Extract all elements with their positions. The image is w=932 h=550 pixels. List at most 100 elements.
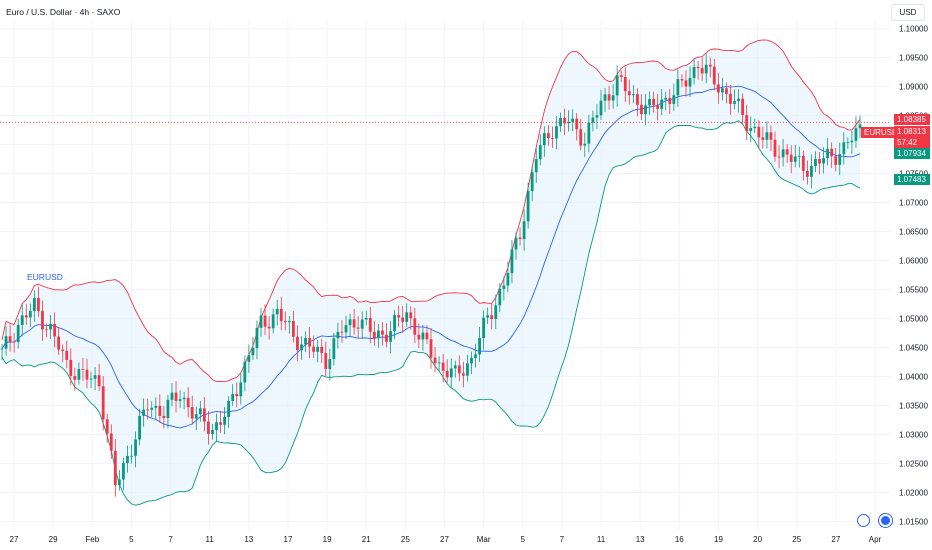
- candle: [61, 344, 65, 363]
- candle-body: [660, 99, 664, 109]
- candle-body: [376, 330, 380, 339]
- candle: [490, 303, 494, 330]
- candle: [93, 367, 97, 390]
- candle: [296, 325, 299, 362]
- candle: [219, 410, 222, 433]
- candle: [656, 93, 660, 121]
- candle: [45, 323, 48, 338]
- candle-body: [162, 415, 166, 419]
- candle-body: [514, 237, 518, 250]
- candle: [405, 303, 409, 327]
- candle-body: [441, 362, 445, 371]
- candle: [587, 114, 591, 153]
- candle: [834, 147, 838, 172]
- currency-button[interactable]: USD: [891, 4, 925, 21]
- candle: [761, 126, 765, 149]
- candle-body: [219, 422, 222, 425]
- candle: [842, 132, 846, 165]
- candle: [138, 408, 142, 446]
- candle-body: [190, 407, 194, 419]
- candle-body: [623, 76, 627, 92]
- candle: [652, 91, 655, 113]
- candle-body: [356, 327, 360, 329]
- candle-body: [563, 117, 566, 124]
- candle: [773, 131, 777, 162]
- candle-body: [765, 132, 769, 140]
- candle: [198, 401, 202, 422]
- candle: [243, 355, 247, 392]
- candle-body: [340, 331, 344, 333]
- candle: [279, 297, 283, 331]
- candle-body: [235, 393, 239, 397]
- candle-body: [518, 237, 522, 240]
- candle-body: [174, 392, 178, 401]
- candle: [190, 395, 194, 425]
- series-label: EURUSD: [27, 272, 63, 282]
- x-tick-label: 5: [129, 535, 134, 544]
- candle-body: [777, 156, 781, 158]
- candle: [648, 91, 651, 116]
- candle-body: [271, 314, 275, 329]
- candle-body: [105, 419, 109, 434]
- candle: [720, 77, 724, 101]
- candle-body: [150, 407, 154, 410]
- candle-body: [429, 339, 433, 358]
- candle: [611, 83, 615, 109]
- goto-realtime-icon[interactable]: [857, 514, 870, 527]
- candle: [850, 131, 854, 154]
- candle: [227, 396, 231, 428]
- candle-body: [45, 329, 48, 331]
- candle-body: [93, 375, 97, 379]
- candle-body: [417, 334, 421, 340]
- candle: [607, 85, 611, 110]
- price-axis: 1.100001.095001.090001.085001.080001.075…: [899, 25, 928, 527]
- candle: [425, 325, 429, 344]
- candle: [0, 343, 4, 361]
- candle: [623, 67, 627, 103]
- candle: [105, 413, 109, 443]
- candle-body: [506, 273, 510, 286]
- x-tick-label: 7: [168, 535, 173, 544]
- candle: [89, 371, 93, 389]
- candle: [393, 310, 396, 340]
- candle-body: [457, 365, 461, 374]
- candle: [259, 307, 263, 337]
- settings-icon[interactable]: [879, 514, 892, 527]
- candle-body: [65, 350, 69, 360]
- candle: [591, 110, 595, 132]
- candle: [194, 406, 198, 431]
- candle-body: [854, 128, 858, 141]
- candle: [814, 151, 817, 173]
- candle: [146, 398, 150, 420]
- candle: [692, 58, 696, 85]
- candle: [211, 423, 214, 440]
- candle: [421, 325, 425, 351]
- candle: [684, 70, 688, 97]
- candle: [603, 87, 607, 112]
- candle: [449, 358, 453, 389]
- candle: [688, 66, 692, 97]
- candle-body: [575, 118, 579, 130]
- y-tick-label: 1.05500: [899, 285, 928, 294]
- candle: [126, 445, 129, 473]
- y-tick-label: 1.04500: [899, 343, 928, 352]
- upper-band-tag: 1.08385: [894, 114, 930, 125]
- candle: [457, 355, 461, 382]
- candle: [631, 85, 635, 104]
- candle: [542, 126, 546, 157]
- x-tick-label: 11: [597, 535, 606, 544]
- candle-body: [615, 75, 619, 96]
- candle: [28, 303, 32, 328]
- candle-body: [534, 159, 538, 173]
- candle: [854, 116, 858, 148]
- candle-body: [733, 101, 736, 104]
- candle-body: [461, 373, 465, 376]
- candle-body: [12, 341, 16, 343]
- y-tick-label: 1.05000: [899, 314, 928, 323]
- y-tick-label: 1.01500: [899, 517, 928, 526]
- candle: [518, 227, 522, 246]
- x-tick-label: 21: [362, 535, 371, 544]
- candle-body: [202, 408, 206, 422]
- candle: [838, 142, 842, 176]
